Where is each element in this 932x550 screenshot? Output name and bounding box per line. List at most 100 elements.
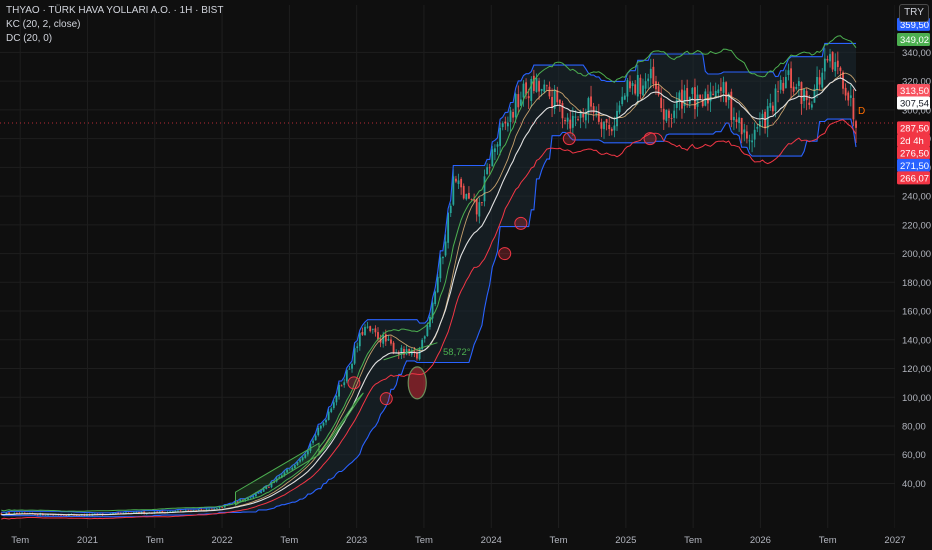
price-badge-label: 313,50 — [900, 86, 929, 97]
candle-body — [701, 100, 704, 107]
candle-body — [855, 121, 857, 128]
candle-body — [177, 510, 179, 512]
candle-body — [382, 334, 385, 344]
price-badge — [897, 96, 930, 110]
price-tick-label: 160,00 — [902, 307, 931, 318]
candle-body — [161, 510, 164, 513]
candle-body — [325, 419, 327, 423]
candle-body — [756, 126, 759, 129]
candle-body — [595, 112, 598, 114]
price-tick-label: 100,00 — [902, 393, 931, 404]
candle-body — [384, 334, 387, 342]
candle-body — [488, 167, 491, 169]
candle-body — [551, 97, 553, 108]
time-axis-labels: Tem 2021 Tem 2022 Tem 2023 Tem 2024 Tem 2025 Tem 20… — [11, 535, 905, 546]
candle-body — [286, 469, 288, 473]
time-tick-label: 2025 — [615, 535, 636, 546]
candle-body — [548, 86, 551, 97]
candle-body — [753, 129, 756, 140]
candle-body — [499, 127, 502, 146]
candle-body — [306, 450, 309, 455]
candle-body — [735, 119, 738, 123]
candle-body — [709, 91, 712, 102]
candle-body — [478, 202, 481, 217]
candle-body — [517, 94, 520, 108]
time-tick-label: Tem — [11, 535, 29, 546]
candle-body — [566, 117, 569, 122]
candle-body — [327, 411, 330, 420]
candle-body — [345, 369, 348, 382]
time-tick-label: 2022 — [211, 535, 232, 546]
candle-body — [618, 105, 621, 113]
candle-body — [426, 325, 429, 337]
candle-body — [44, 515, 47, 516]
signal-marker — [379, 392, 393, 406]
candle-body — [506, 122, 509, 127]
candle-body — [353, 348, 356, 364]
dividend-marker[interactable]: D — [858, 106, 865, 117]
candle-body — [174, 510, 177, 512]
price-badge — [897, 121, 930, 135]
candle-body — [681, 89, 683, 109]
time-tick-label: Tem — [819, 535, 837, 546]
candle-body — [366, 326, 369, 328]
candle-body — [15, 512, 18, 514]
candle-body — [358, 333, 361, 347]
candle-body — [758, 121, 761, 127]
candle-body — [727, 93, 730, 101]
candle-body — [270, 482, 273, 488]
candle-body — [57, 514, 60, 516]
candle-body — [655, 81, 657, 90]
candle-body — [8, 512, 11, 515]
candle-body — [112, 513, 114, 514]
currency-button[interactable]: TRY — [899, 4, 929, 22]
indicator-kc-label[interactable]: KC (20, 2, close) — [6, 19, 81, 30]
candle-body — [587, 98, 590, 114]
candle-body — [613, 125, 616, 131]
price-badge — [897, 32, 930, 46]
price-badge-label: 359,50 — [900, 20, 929, 31]
candle-body — [725, 82, 728, 103]
candle-body — [369, 326, 372, 332]
candle-body — [223, 505, 226, 508]
candle-body — [844, 87, 847, 96]
candle-body — [75, 515, 78, 517]
candle-body — [748, 140, 751, 142]
price-tick-label: 60,00 — [902, 450, 926, 461]
price-tick-label: 40,00 — [902, 479, 926, 490]
candle-body — [779, 79, 782, 90]
candle-body — [338, 385, 340, 397]
candle-body — [538, 80, 540, 92]
chart-title: THYAO · TÜRK HAVA YOLLARI A.O. · 1H · BI… — [6, 5, 224, 16]
candle-body — [545, 85, 548, 87]
keltner-lower-line — [1, 119, 857, 520]
keltner-upper-line — [1, 35, 857, 512]
candle-body — [278, 477, 281, 479]
chart-annotations: 58,72° D — [235, 106, 865, 506]
candle-body — [795, 86, 798, 89]
indicator-dc-label[interactable]: DC (20, 0) — [6, 33, 53, 44]
time-tick-label: 2023 — [346, 535, 367, 546]
time-axis[interactable] — [0, 528, 932, 550]
candle-body — [665, 109, 668, 121]
candle-body — [696, 94, 699, 107]
candle-body — [623, 95, 626, 100]
candle-body — [764, 111, 766, 129]
candle-body — [62, 515, 65, 516]
candle-body — [691, 87, 694, 95]
candle-body — [473, 199, 476, 201]
candle-body — [423, 336, 426, 339]
candle-body — [390, 339, 392, 344]
candle-body — [493, 148, 496, 152]
candle-body — [717, 89, 720, 94]
candle-body — [60, 515, 62, 516]
candle-body — [216, 508, 218, 509]
time-tick-label: 2026 — [750, 535, 771, 546]
candle-body — [416, 352, 418, 359]
candle-body — [442, 257, 444, 259]
candle-body — [47, 514, 49, 516]
candle-body — [579, 111, 582, 118]
candle-body — [777, 91, 779, 93]
candle-body — [236, 501, 239, 503]
